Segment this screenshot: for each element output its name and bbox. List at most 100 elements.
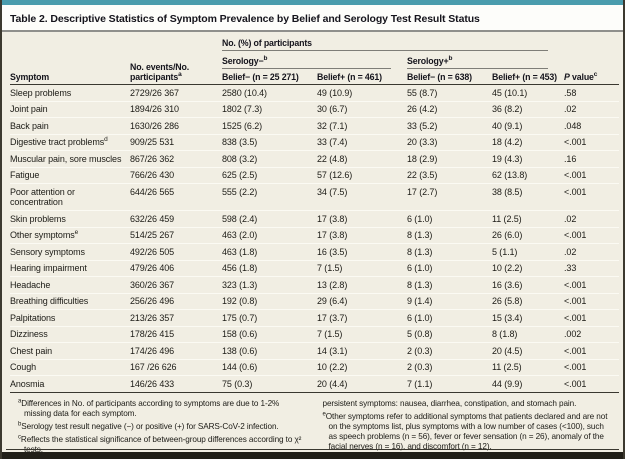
table-row: Chest pain 174/26 496 138 (0.6) 14 (3.1)… [10,342,620,360]
events-cell: 174/26 496 [130,342,222,360]
footnote: persistent symptoms: nausea, diarrhea, c… [322,398,577,408]
serology-neg-belief-neg-cell: 192 (0.8) [222,293,317,310]
symptom-cell: Other symptomse [10,227,130,244]
table-container: Symptom No. events/No. participantsa No.… [2,32,623,459]
symptom-cell: Fatigue [10,167,130,184]
p-value-cell: <.001 [564,342,620,360]
events-cell: 1894/26 310 [130,101,222,118]
table-row: Sleep problems 2729/26 367 2580 (10.4) 4… [10,84,620,102]
serology-pos-belief-pos-cell: 62 (13.8) [492,167,565,184]
footnote-marker: e [322,410,326,417]
serology-neg-belief-pos-cell: 34 (7.5) [317,183,407,211]
serology-pos-belief-pos-cell: 26 (5.8) [492,293,565,310]
p-value-cell: <.001 [564,375,620,393]
symptom-cell: Chest pain [10,342,130,360]
serology-neg-belief-pos-cell: 7 (1.5) [317,260,407,277]
table-title: Table 2. Descriptive Statistics of Sympt… [10,13,480,25]
serology-pos-belief-neg-cell: 8 (1.3) [407,227,492,244]
p-value-cell: <.001 [564,293,620,310]
symptom-cell: Sleep problems [10,84,130,102]
serology-pos-belief-neg-cell: 22 (3.5) [407,167,492,184]
events-cell: 909/25 531 [130,134,222,151]
symptom-cell: Cough [10,359,130,376]
table-row: Muscular pain, sore muscles 867/26 362 8… [10,150,620,168]
events-cell: 867/26 362 [130,150,222,168]
symptom-cell: Joint pain [10,101,130,118]
serology-neg-belief-pos-cell: 16 (3.5) [317,243,407,261]
column-header-belief-neg-sero-neg: Belief− (n = 25 271) [222,71,317,85]
serology-pos-belief-pos-cell: 5 (1.1) [492,243,565,261]
p-value-cell: <.001 [564,183,620,211]
p-value-cell: .002 [564,326,620,343]
events-cell: 766/26 430 [130,167,222,184]
symptom-cell: Headache [10,276,130,294]
serology-pos-belief-neg-cell: 8 (1.3) [407,243,492,261]
p-value-cell: .16 [564,150,620,168]
serology-neg-belief-neg-cell: 1525 (6.2) [222,117,317,135]
serology-neg-belief-neg-cell: 2580 (10.4) [222,84,317,102]
events-cell: 360/26 367 [130,276,222,294]
serology-pos-belief-pos-cell: 19 (4.3) [492,150,565,168]
serology-pos-belief-pos-cell: 40 (9.1) [492,117,565,135]
serology-neg-belief-pos-cell: 7 (1.5) [317,326,407,343]
symptom-cell: Breathing difficulties [10,293,130,310]
p-value-cell: <.001 [564,227,620,244]
serology-neg-belief-pos-cell: 14 (3.1) [317,342,407,360]
title-divider [2,30,623,32]
bottom-divider [6,449,619,450]
serology-neg-belief-neg-cell: 838 (3.5) [222,134,317,151]
accent-top-bar [2,0,623,5]
p-value-cell: <.001 [564,309,620,327]
p-value-cell: <.001 [564,276,620,294]
serology-pos-belief-neg-cell: 20 (3.3) [407,134,492,151]
footnote-marker: a [18,397,22,404]
serology-pos-belief-pos-cell: 16 (3.6) [492,276,565,294]
serology-neg-belief-pos-cell: 57 (12.6) [317,167,407,184]
table-row: Other symptomse 514/25 267 463 (2.0) 17 … [10,227,620,244]
symptom-cell: Digestive tract problemsd [10,134,130,151]
column-header-p-value: P valuec [564,35,620,85]
table-title-band: Table 2. Descriptive Statistics of Sympt… [2,5,623,30]
table-row: Cough 167 /26 626 144 (0.6) 10 (2.2) 2 (… [10,359,620,376]
footnote-marker: c [18,433,21,440]
serology-pos-belief-neg-cell: 33 (5.2) [407,117,492,135]
serology-neg-belief-neg-cell: 463 (1.8) [222,243,317,261]
symptom-cell: Palpitations [10,309,130,327]
serology-pos-belief-neg-cell: 55 (8.7) [407,84,492,102]
table-row: Fatigue 766/26 430 625 (2.5) 57 (12.6) 2… [10,167,620,184]
table-body: Sleep problems 2729/26 367 2580 (10.4) 4… [10,84,620,393]
serology-pos-belief-pos-cell: 20 (4.5) [492,342,565,360]
serology-neg-belief-neg-cell: 456 (1.8) [222,260,317,277]
table-header: Symptom No. events/No. participantsa No.… [10,35,620,85]
serology-pos-belief-pos-cell: 45 (10.1) [492,84,565,102]
serology-pos-belief-neg-cell: 7 (1.1) [407,375,492,393]
table-row: Poor attention or concentration 644/26 5… [10,183,620,211]
serology-neg-belief-pos-cell: 49 (10.9) [317,84,407,102]
spanner-serology-positive: Serology+b [407,53,564,71]
serology-neg-belief-pos-cell: 30 (6.7) [317,101,407,118]
serology-neg-belief-pos-cell: 10 (2.2) [317,359,407,376]
footnote-marker-b: b [263,55,268,63]
p-value-cell: .02 [564,243,620,261]
p-value-cell: .33 [564,260,620,277]
column-header-symptom: Symptom [10,35,130,85]
p-value-cell: .02 [564,101,620,118]
events-cell: 514/25 267 [130,227,222,244]
serology-neg-belief-neg-cell: 323 (1.3) [222,276,317,294]
table-row: Joint pain 1894/26 310 1802 (7.3) 30 (6.… [10,101,620,118]
events-cell: 146/26 433 [130,375,222,393]
events-cell: 632/26 459 [130,210,222,228]
serology-pos-belief-pos-cell: 36 (8.2) [492,101,565,118]
table-row: Headache 360/26 367 323 (1.3) 13 (2.8) 8… [10,276,620,294]
serology-pos-belief-neg-cell: 9 (1.4) [407,293,492,310]
footnote-marker: b [18,420,22,427]
events-cell: 479/26 406 [130,260,222,277]
table-row: Anosmia 146/26 433 75 (0.3) 20 (4.4) 7 (… [10,375,620,393]
table-row: Back pain 1630/26 286 1525 (6.2) 32 (7.1… [10,117,620,135]
serology-pos-belief-neg-cell: 17 (2.7) [407,183,492,211]
serology-neg-belief-pos-cell: 17 (3.7) [317,309,407,327]
column-header-events: No. events/No. participantsa [130,35,222,85]
serology-pos-belief-pos-cell: 44 (9.9) [492,375,565,393]
serology-neg-belief-neg-cell: 463 (2.0) [222,227,317,244]
